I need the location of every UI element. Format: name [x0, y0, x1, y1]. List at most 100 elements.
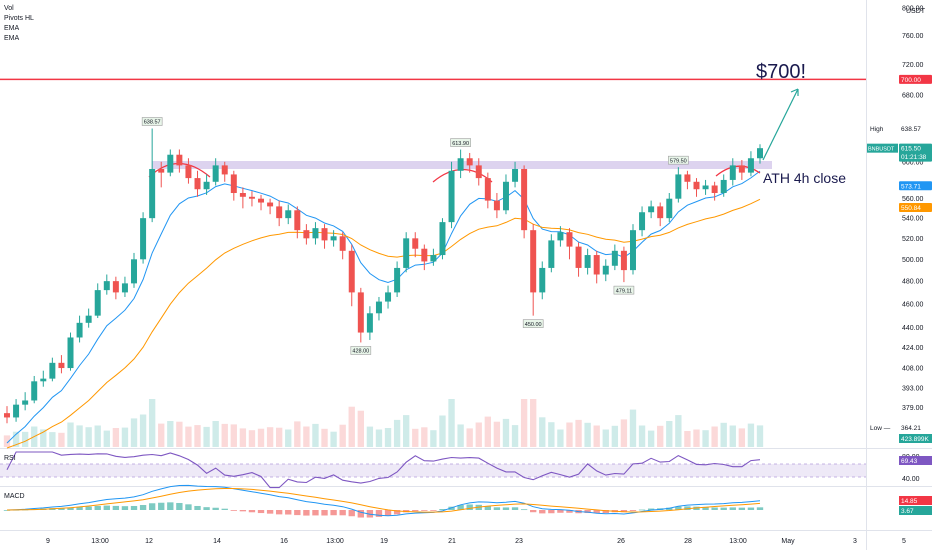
time-tick: 3	[853, 538, 857, 545]
candle-body	[720, 179, 727, 194]
time-tick: 26	[617, 538, 625, 545]
last-price-tag-sub: 01:21:38	[901, 154, 927, 161]
pivot-box	[613, 285, 635, 295]
rsi-value-box	[899, 456, 932, 465]
resistance-tag: 700.00	[899, 74, 932, 84]
macd-bar	[421, 510, 428, 511]
low-tag-label: Low —	[870, 425, 891, 432]
volume-bar	[67, 422, 74, 447]
macd-bar	[103, 505, 110, 510]
candle-body	[493, 200, 500, 211]
candle-body	[521, 168, 528, 231]
pivot-label: 613.90	[450, 138, 471, 147]
last-price-tag-value: 615.50	[901, 146, 921, 153]
macd-bar	[439, 509, 446, 510]
macd-bar	[121, 506, 129, 510]
pivot-box	[668, 155, 689, 165]
candle	[131, 252, 138, 288]
volume-bar	[412, 428, 419, 447]
candle-body	[58, 362, 65, 369]
volume-bar	[566, 422, 573, 447]
candle-body	[258, 198, 265, 203]
rsi-value: 69.43	[901, 458, 918, 465]
volume-bar	[611, 425, 619, 447]
volume-bar	[684, 431, 691, 447]
macd-bar	[167, 502, 174, 510]
candle	[239, 187, 246, 209]
macd-bar	[493, 507, 501, 510]
legend-volume[interactable]: Vol	[4, 5, 14, 12]
volume-bar	[366, 426, 374, 447]
candle-body	[294, 210, 301, 231]
candle	[303, 224, 310, 245]
candle	[394, 261, 401, 297]
macd-bar	[384, 510, 392, 516]
candle-body	[94, 290, 101, 316]
candle	[403, 232, 410, 273]
macd-bar	[303, 510, 310, 516]
time-tick: 14	[213, 538, 221, 545]
volume-bars	[3, 399, 764, 447]
candle	[675, 167, 682, 203]
price-tick: 379.00	[902, 405, 924, 412]
candle-body	[484, 178, 491, 201]
candle-body	[702, 185, 709, 190]
macd-bar	[566, 510, 573, 513]
candle-body	[67, 337, 74, 369]
legend-pivots[interactable]: Pivots HL	[4, 15, 34, 22]
macd-bar	[321, 510, 328, 516]
candle	[67, 332, 74, 371]
candle-body	[357, 292, 364, 333]
price-tick: 600.00	[902, 159, 924, 166]
candle	[629, 224, 636, 275]
candle	[103, 274, 110, 295]
macd-bar	[294, 510, 301, 516]
time-tick: 13:00	[91, 538, 109, 545]
candle	[40, 370, 47, 387]
candle-body	[439, 222, 446, 256]
high-tag: 638.57 High	[870, 123, 932, 133]
legend-ema-fast[interactable]: EMA	[4, 25, 20, 32]
macd-bar	[484, 506, 492, 510]
macd-bar	[539, 510, 546, 514]
candle	[330, 230, 337, 247]
target-annotation: $700!	[756, 61, 806, 83]
price-tick: 500.00	[902, 257, 924, 264]
time-tick: 13:00	[729, 538, 747, 545]
candle	[521, 165, 528, 239]
candle	[602, 259, 609, 282]
candle	[693, 178, 700, 197]
candle	[720, 174, 727, 197]
time-tick: 19	[380, 538, 388, 545]
volume-bar	[602, 429, 609, 447]
ema-fast-tag-box	[899, 181, 932, 191]
candle	[548, 234, 555, 273]
legend-ema-slow[interactable]: EMA	[4, 35, 20, 42]
volume-bar	[12, 431, 20, 447]
candle-body	[457, 158, 464, 171]
macd-bar	[593, 510, 600, 514]
candle-body	[339, 236, 346, 251]
candle	[357, 287, 364, 343]
macd-bar	[502, 507, 510, 510]
candle-body	[738, 165, 745, 173]
macd-value: 3.67	[901, 508, 914, 515]
volume-bar	[203, 426, 210, 447]
volume-bar	[584, 422, 591, 447]
volume-bar	[421, 427, 428, 447]
volume-bar	[49, 432, 56, 447]
macd-bar	[729, 507, 736, 510]
volume-bar	[720, 422, 727, 447]
macd-bar	[448, 506, 455, 510]
candle-body	[49, 362, 56, 379]
candle-body	[403, 238, 410, 268]
volume-bar	[666, 421, 673, 447]
rsi-line	[6, 451, 761, 489]
volume-bar	[375, 429, 383, 447]
macd-bar	[257, 510, 265, 514]
symbol-tag: BNBUSDT	[867, 143, 898, 153]
candle-body	[502, 181, 509, 211]
candle	[738, 160, 745, 180]
volume-bar	[357, 410, 364, 447]
